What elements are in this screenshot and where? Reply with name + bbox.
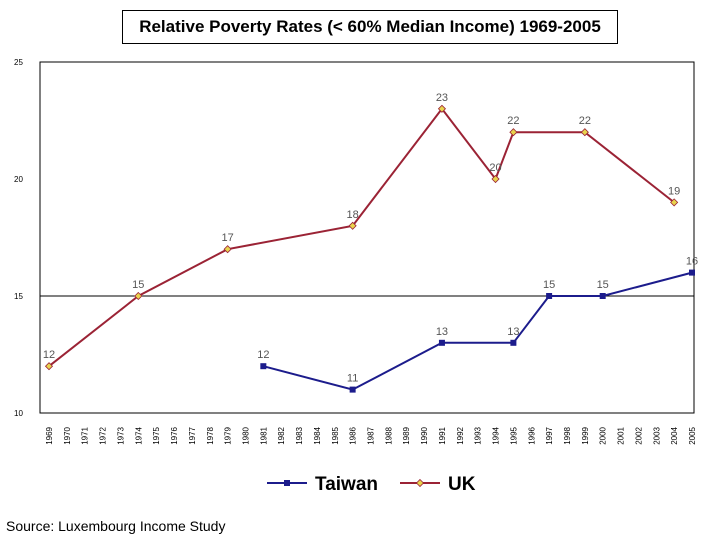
y-tick-label: 20 (14, 175, 23, 184)
legend-marker-taiwan (284, 480, 290, 486)
x-tick-label: 1978 (206, 426, 215, 444)
x-tick-label: 1985 (331, 426, 340, 444)
data-point-taiwan (349, 386, 356, 393)
data-label-taiwan: 15 (543, 279, 555, 291)
x-tick-label: 1995 (509, 426, 518, 444)
data-point-taiwan (599, 293, 606, 299)
legend-marker-uk (415, 478, 425, 488)
x-tick-label: 1984 (313, 426, 322, 444)
data-label-taiwan: 13 (507, 326, 519, 338)
data-label-uk: 15 (132, 279, 144, 291)
legend-label-uk: UK (448, 474, 476, 495)
x-tick-label: 2004 (670, 426, 679, 444)
x-tick-label: 1981 (259, 426, 268, 444)
data-label-uk: 22 (579, 115, 591, 127)
data-point-uk (348, 221, 357, 230)
data-point-uk (670, 198, 679, 207)
x-tick-label: 1987 (367, 426, 376, 444)
data-label-uk: 17 (221, 232, 233, 244)
x-tick-label: 1970 (63, 426, 72, 444)
data-point-taiwan (689, 269, 695, 276)
x-tick-label: 1991 (438, 426, 447, 444)
x-tick-label: 1997 (545, 426, 554, 444)
x-tick-label: 1983 (295, 426, 304, 444)
x-tick-label: 1993 (474, 426, 483, 444)
series-line-taiwan (263, 271, 693, 391)
data-label-uk: 22 (507, 115, 519, 127)
x-tick-label: 2001 (617, 426, 626, 444)
x-tick-label: 1972 (99, 426, 108, 444)
data-label-taiwan: 11 (347, 373, 358, 385)
x-tick-label: 2003 (652, 426, 661, 444)
x-tick-label: 1980 (241, 426, 250, 444)
x-tick-label: 1999 (581, 426, 590, 444)
data-label-uk: 20 (489, 162, 501, 174)
data-point-uk (509, 128, 518, 137)
y-tick-label: 15 (14, 292, 23, 301)
x-tick-label: 2000 (599, 426, 608, 444)
x-tick-label: 2005 (688, 426, 697, 444)
data-point-uk (491, 174, 500, 184)
data-label-taiwan: 16 (686, 256, 698, 268)
x-tick-label: 1971 (81, 426, 90, 444)
x-tick-label: 1996 (527, 426, 536, 444)
x-tick-label: 1998 (563, 426, 572, 444)
x-tick-label: 1977 (188, 426, 197, 444)
x-tick-label: 1974 (134, 426, 143, 444)
legend-label-taiwan: Taiwan (315, 474, 378, 495)
y-tick-label: 25 (14, 58, 23, 67)
x-tick-label: 2002 (634, 426, 643, 444)
data-label-taiwan: 12 (257, 349, 269, 361)
x-tick-label: 1992 (456, 426, 465, 444)
x-tick-label: 1975 (152, 426, 161, 444)
data-point-taiwan (438, 339, 445, 346)
x-tick-label: 1973 (116, 426, 125, 444)
data-point-taiwan (510, 339, 517, 346)
x-tick-label: 1989 (402, 426, 411, 444)
x-tick-label: 1969 (45, 426, 54, 444)
x-tick-label: 1976 (170, 426, 179, 444)
series-line-uk (48, 107, 675, 367)
data-point-taiwan (546, 293, 553, 299)
data-label-taiwan: 15 (597, 279, 609, 291)
x-tick-label: 1986 (349, 426, 358, 444)
data-point-uk (223, 245, 232, 254)
source-note: Source: Luxembourg Income Study (6, 518, 226, 534)
data-label-uk: 19 (668, 185, 680, 197)
data-point-uk (437, 104, 447, 113)
plot-frame (39, 61, 695, 414)
data-label-uk: 18 (347, 209, 359, 221)
x-tick-label: 1988 (384, 426, 393, 444)
chart-title: Relative Poverty Rates (< 60% Median Inc… (122, 10, 618, 44)
data-label-taiwan: 13 (436, 326, 448, 338)
data-label-uk: 23 (436, 92, 448, 104)
x-tick-label: 1979 (224, 426, 233, 444)
x-tick-label: 1994 (492, 426, 501, 444)
x-tick-label: 1982 (277, 426, 286, 444)
y-tick-label: 10 (14, 409, 23, 418)
data-point-uk (580, 128, 589, 137)
data-label-uk: 12 (43, 349, 55, 361)
data-point-uk (44, 362, 54, 371)
data-point-taiwan (260, 363, 267, 370)
x-tick-label: 1990 (420, 426, 429, 444)
data-point-uk (134, 291, 143, 301)
